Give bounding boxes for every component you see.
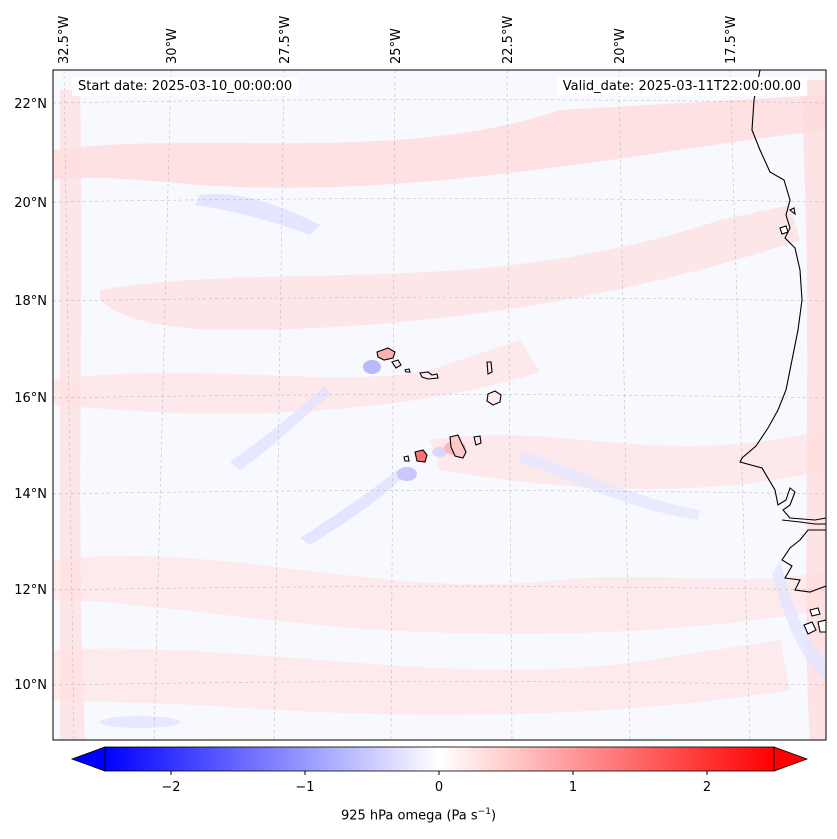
colorbar-tick-label: 2 [703,780,711,795]
colorbar-extend-min [70,746,106,772]
omega-band-positive [53,95,826,188]
meridian [273,70,285,740]
island-maio [473,435,482,446]
omega-band-positive [53,340,540,414]
meridian [729,70,751,740]
omega-anomaly-negative [397,467,417,481]
lat-label: 20°N [14,196,47,211]
colorbar-label-text: 925 hPa omega (Pa s [340,808,478,824]
lon-label: 25°W [389,28,404,64]
colorbar-gradient [104,746,775,772]
parallel [53,586,826,591]
island-sao-vicente [391,359,402,369]
omega-band-negative [195,194,320,235]
omega-band-positive [60,90,85,740]
lat-label: 22°N [14,97,47,112]
island-santo-antao [376,347,396,361]
parallel [53,490,826,495]
african-coastline [739,70,826,521]
lat-label: 16°N [14,391,47,406]
omega-band-positive [800,80,826,740]
island-santiago [449,434,467,459]
parallel [53,297,826,302]
lat-label: 18°N [14,294,47,309]
map-frame [52,69,827,741]
colorbar-label: 925 hPa omega (Pa s−1) [0,807,837,823]
start-date-label: Start date: 2025-03-10_00:00:00 [72,77,299,96]
omega-band-positive [53,555,826,634]
bissagos-islands [817,619,826,633]
bissagos-islands [803,621,817,635]
omega-band-negative [230,385,330,470]
lon-label: 32.5°W [57,16,72,64]
coastlines [376,70,826,635]
colorbar: −2 −1 0 1 2 [70,746,809,795]
omega-band-positive [100,205,800,330]
lat-label: 12°N [14,583,47,598]
omega-band-negative [300,468,405,545]
colorbar-tick-label: −2 [161,780,180,795]
colorbar-tick-label: −1 [295,780,314,795]
lon-label: 17.5°W [724,16,739,64]
island-fogo [414,449,428,463]
gridlines [53,70,826,740]
coast-islet [788,207,796,216]
island-sal [486,361,493,375]
parallel [53,198,826,203]
island-sao-nicolau [419,371,439,380]
african-coastline [781,529,826,593]
lat-label: 14°N [14,487,47,502]
latitude-labels: 22°N 20°N 18°N 16°N 14°N 12°N 10°N [14,97,47,693]
lat-label: 10°N [14,678,47,693]
omega-band-positive [430,430,826,489]
omega-band-negative [772,560,826,680]
meridian [390,70,396,740]
colorbar-label-close: ) [490,808,497,824]
colorbar-tick-label: 1 [569,780,577,795]
longitude-labels: 32.5°W 30°W 27.5°W 25°W 22.5°W 20°W 17.5… [57,16,739,64]
lon-label: 22.5°W [501,16,516,64]
parallel [53,99,826,104]
lon-label: 30°W [165,28,180,64]
colorbar-label-exponent: −1 [477,807,491,817]
meridian [63,70,75,740]
parallel [53,394,826,399]
meridian [618,70,631,740]
omega-band-positive [53,640,790,715]
island-brava [403,455,410,462]
coast-islet [779,225,789,235]
omega-anomaly-negative [363,360,381,374]
omega-band-negative [520,450,700,520]
omega-band-negative [100,716,180,728]
lon-label: 27.5°W [278,16,293,64]
colorbar-extend-max [773,746,809,772]
omega-anomaly-negative [432,447,448,457]
island-santa-luzia [404,368,411,373]
lon-label: 20°W [613,28,628,64]
meridian [506,70,513,740]
meridian [153,70,172,740]
gambia-river-outline [781,519,826,525]
island-boa-vista [486,390,502,406]
bissagos-islands [809,607,821,617]
map-panel [52,69,827,741]
omega-field [53,80,826,740]
parallel [53,681,826,686]
colorbar-tick-label: 0 [435,780,443,795]
valid-date-label: Valid_date: 2025-03-11T22:00:00.00 [556,77,807,96]
